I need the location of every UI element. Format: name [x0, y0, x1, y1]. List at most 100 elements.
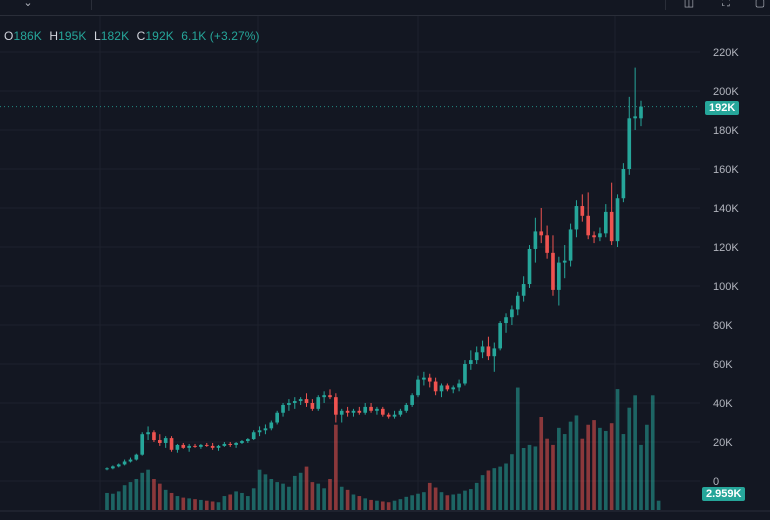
candle-body[interactable]: [240, 441, 244, 443]
dropdown-icon[interactable]: ⌄: [23, 0, 33, 9]
volume-bar: [345, 489, 350, 510]
candle-body[interactable]: [298, 399, 303, 402]
candle-body[interactable]: [152, 432, 156, 441]
candle-body[interactable]: [380, 408, 385, 415]
candle-body[interactable]: [404, 404, 409, 411]
candle-body[interactable]: [557, 262, 561, 290]
candle-body[interactable]: [474, 352, 479, 361]
candle-body[interactable]: [157, 440, 162, 443]
candle-body[interactable]: [199, 444, 203, 447]
candle-body[interactable]: [111, 466, 115, 469]
candle-body[interactable]: [146, 432, 150, 435]
candle-body[interactable]: [222, 443, 227, 446]
candle-body[interactable]: [375, 408, 379, 411]
candle-body[interactable]: [592, 235, 596, 238]
candle-body[interactable]: [398, 410, 403, 415]
candle-body[interactable]: [122, 461, 127, 465]
candle-body[interactable]: [410, 395, 414, 405]
candle-body[interactable]: [457, 383, 461, 388]
candle-body[interactable]: [463, 364, 467, 384]
candle-body[interactable]: [621, 169, 626, 199]
candle-body[interactable]: [163, 438, 168, 443]
candle-body[interactable]: [287, 403, 291, 405]
candle-body[interactable]: [574, 206, 579, 230]
candle-body[interactable]: [615, 198, 620, 242]
candle-body[interactable]: [527, 248, 532, 285]
candle-body[interactable]: [134, 454, 139, 460]
candle-body[interactable]: [351, 410, 356, 413]
candle-body[interactable]: [422, 377, 426, 380]
candle-body[interactable]: [228, 443, 233, 445]
candle-body[interactable]: [140, 434, 145, 455]
candle-body[interactable]: [510, 309, 514, 318]
candle-body[interactable]: [433, 381, 438, 392]
candle-body[interactable]: [269, 422, 274, 429]
candle-body[interactable]: [334, 397, 338, 415]
camera-icon[interactable]: ◫: [683, 0, 695, 9]
candle-body[interactable]: [216, 445, 221, 448]
candle-body[interactable]: [105, 468, 109, 470]
candle-body[interactable]: [345, 410, 350, 413]
candle-body[interactable]: [639, 106, 643, 119]
candle-body[interactable]: [598, 233, 602, 238]
candle-body[interactable]: [193, 445, 197, 447]
candle-body[interactable]: [427, 377, 432, 382]
candle-body[interactable]: [568, 229, 573, 261]
candle-body[interactable]: [504, 317, 508, 324]
candle-body[interactable]: [498, 323, 502, 349]
candle-body[interactable]: [445, 385, 450, 390]
candle-body[interactable]: [263, 428, 268, 431]
candle-body[interactable]: [416, 379, 420, 396]
maximize-icon[interactable]: ▢: [754, 0, 766, 9]
candle-body[interactable]: [551, 252, 555, 290]
candle-body[interactable]: [275, 412, 279, 423]
candle-body[interactable]: [533, 231, 538, 249]
candle-body[interactable]: [515, 295, 520, 310]
candle-body[interactable]: [369, 406, 373, 411]
candle-body[interactable]: [562, 260, 567, 263]
candle-body[interactable]: [210, 445, 215, 448]
candle-body[interactable]: [469, 360, 473, 364]
candle-body[interactable]: [281, 404, 285, 413]
candle-body[interactable]: [580, 206, 585, 216]
candle-body[interactable]: [451, 387, 456, 390]
candle-body[interactable]: [257, 430, 262, 433]
candle-body[interactable]: [169, 438, 174, 450]
candle-body[interactable]: [521, 284, 526, 296]
candle-body[interactable]: [316, 397, 321, 409]
candle-body[interactable]: [586, 215, 591, 236]
candle-body[interactable]: [128, 459, 133, 462]
volume-bar: [398, 499, 403, 510]
candle-body[interactable]: [181, 444, 186, 448]
candle-body[interactable]: [292, 401, 297, 403]
candle-body[interactable]: [175, 444, 180, 450]
candle-body[interactable]: [633, 116, 637, 119]
candle-body[interactable]: [539, 231, 544, 236]
candle-body[interactable]: [328, 395, 332, 398]
fullscreen-icon[interactable]: ⛶: [722, 0, 730, 9]
candle-body[interactable]: [304, 399, 309, 403]
candle-body[interactable]: [322, 395, 326, 398]
candle-body[interactable]: [187, 445, 191, 448]
candle-body[interactable]: [363, 406, 368, 413]
candle-body[interactable]: [339, 410, 344, 415]
candle-body[interactable]: [386, 414, 391, 417]
candle-body[interactable]: [251, 432, 256, 440]
candle-body[interactable]: [116, 464, 121, 467]
volume-bar: [433, 487, 438, 510]
candle-body[interactable]: [246, 439, 250, 442]
candle-body[interactable]: [603, 211, 608, 234]
candle-body[interactable]: [204, 444, 209, 446]
candle-body[interactable]: [357, 410, 362, 413]
candle-body[interactable]: [392, 414, 397, 417]
candle-body[interactable]: [480, 346, 485, 353]
candle-body[interactable]: [545, 235, 549, 253]
candle-body[interactable]: [492, 348, 497, 357]
candle-body[interactable]: [609, 211, 614, 242]
candle-body[interactable]: [310, 403, 315, 409]
candle-body[interactable]: [486, 346, 491, 357]
candle-body[interactable]: [439, 385, 444, 392]
candle-body[interactable]: [234, 442, 238, 445]
candle-body[interactable]: [627, 118, 632, 169]
